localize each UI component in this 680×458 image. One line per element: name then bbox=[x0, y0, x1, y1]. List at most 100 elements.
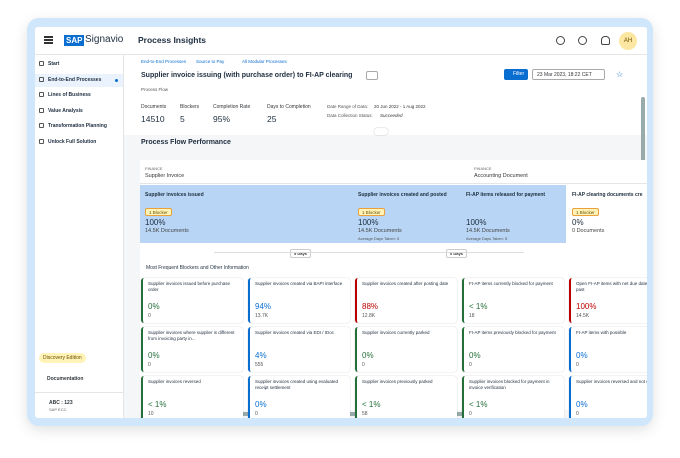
blocker-card[interactable]: Supplier invoices created via EDI / IDoc… bbox=[248, 327, 350, 372]
card-count: 12.8K bbox=[362, 313, 376, 319]
card-percent: 0% bbox=[576, 351, 588, 360]
app-title: Process Insights bbox=[138, 35, 207, 45]
blocker-tag: 1 Blocker bbox=[572, 208, 599, 216]
nav-icon bbox=[39, 138, 44, 144]
nav-label: Transformation Planning bbox=[48, 123, 107, 129]
collapse-toggle[interactable] bbox=[374, 128, 388, 135]
card-count: 0 bbox=[576, 362, 579, 368]
edition-badge: Discovery Edition bbox=[39, 353, 86, 363]
blocker-card[interactable]: Supplier invoices previously parked < 1% 5… bbox=[355, 376, 457, 418]
stat-label: Completion Rate bbox=[213, 104, 251, 110]
flow-band bbox=[140, 185, 566, 243]
sidebar: Start End-to-End Processes Lines of Busine… bbox=[35, 55, 124, 418]
card-percent: 0% bbox=[576, 400, 588, 409]
column-area: FINANCE bbox=[145, 166, 163, 171]
card-count: 0 bbox=[576, 411, 579, 417]
card-text: Supplier invoices issued before purchase… bbox=[148, 281, 231, 292]
step-average: Average Days Taken: 5 bbox=[466, 236, 508, 241]
blocker-card[interactable]: FI-AP items with possible 0% 0 bbox=[569, 327, 647, 372]
card-percent: 4% bbox=[255, 351, 267, 360]
stat-label: Blockers bbox=[180, 104, 200, 110]
card-text: Supplier invoices created using evaluate… bbox=[255, 379, 339, 390]
nav-item[interactable]: Value Analysis bbox=[35, 105, 123, 118]
nav-item[interactable]: Unlock Full Solution bbox=[35, 136, 123, 149]
stat-label: Days to Completion bbox=[267, 104, 311, 110]
card-text: Supplier invoices reversed and not clear… bbox=[576, 379, 647, 384]
card-percent: 0% bbox=[469, 351, 481, 360]
card-percent: < 1% bbox=[362, 400, 381, 409]
nav-icon bbox=[39, 123, 44, 129]
nav-icon bbox=[39, 76, 44, 82]
card-count: 18 bbox=[469, 313, 475, 319]
favorite-star[interactable]: ☆ bbox=[616, 70, 624, 79]
card-text: FI-AP items with possible bbox=[576, 330, 627, 335]
stat-value: 14510 bbox=[141, 114, 165, 124]
blocker-card[interactable]: Supplier invoices created via BAPI inter… bbox=[248, 278, 350, 323]
column-name: Supplier Invoice bbox=[145, 173, 185, 179]
step-documents: 14.5K Documents bbox=[145, 228, 189, 234]
nav-item[interactable]: Lines of Business bbox=[35, 89, 123, 102]
header-panel bbox=[124, 55, 647, 135]
logo-text: Signavio bbox=[85, 34, 124, 45]
blocker-card[interactable]: Supplier invoices currently parked 0% 0 bbox=[355, 327, 457, 372]
step-documents: 0 Documents bbox=[572, 228, 605, 234]
avatar[interactable]: AH bbox=[619, 32, 637, 50]
nav-label: Unlock Full Solution bbox=[48, 138, 97, 145]
card-count: 0 bbox=[148, 362, 151, 368]
card-percent: < 1% bbox=[469, 400, 488, 409]
range-label: Date Range of Data: bbox=[327, 104, 369, 109]
stat-value: 25 bbox=[267, 114, 277, 124]
filter-button[interactable]: Filter bbox=[504, 69, 528, 80]
blocker-card[interactable]: FI-AP items currently blocked for paymen… bbox=[462, 278, 564, 323]
connector-label: 0 Days bbox=[446, 249, 467, 258]
card-percent: < 1% bbox=[469, 302, 488, 311]
card-count: 13.7K bbox=[255, 313, 269, 319]
blocker-card[interactable]: Supplier invoices issued before purchase… bbox=[141, 278, 243, 323]
system-type: SAP ECC bbox=[49, 407, 67, 412]
card-percent: 0% bbox=[148, 302, 160, 311]
blocker-card[interactable]: Open FI-AP items with net due date in th… bbox=[569, 278, 647, 323]
documentation-link: Documentation bbox=[47, 376, 84, 382]
blocker-card[interactable]: Supplier invoices created using evaluate… bbox=[248, 376, 350, 418]
card-count: 0 bbox=[148, 313, 151, 319]
status-label: Data Collection Status: bbox=[327, 113, 373, 118]
column-name: Accounting Document bbox=[474, 173, 528, 179]
card-text: Supplier invoices blocked for payment in… bbox=[469, 379, 550, 390]
nav-item[interactable]: Start bbox=[35, 58, 123, 71]
blocker-card[interactable]: Supplier invoices where supplier is diff… bbox=[141, 327, 243, 372]
page-title: Supplier invoice issuing (with purchase … bbox=[141, 72, 353, 79]
card-count: 10 bbox=[148, 411, 154, 417]
card-text: Supplier invoices where supplier is diff… bbox=[148, 330, 235, 341]
date-picker[interactable]: 23 Mar 2023, 18:22 CET bbox=[532, 69, 605, 80]
blocker-card[interactable]: Supplier invoices reversed < 1% 10 bbox=[141, 376, 243, 418]
support-icon[interactable] bbox=[601, 36, 610, 45]
step-name: Supplier invoices issued bbox=[145, 192, 204, 198]
card-count: 0 bbox=[362, 362, 365, 368]
blocker-card[interactable]: Supplier invoices blocked for payment in… bbox=[462, 376, 564, 418]
nav-item[interactable]: End-to-End Processes bbox=[35, 73, 123, 87]
card-text: Supplier invoices created via BAPI inter… bbox=[255, 281, 343, 286]
help-icon[interactable] bbox=[556, 36, 565, 45]
nav-label: Value Analysis bbox=[48, 107, 83, 114]
card-text: FI-AP items currently blocked for paymen… bbox=[469, 281, 553, 286]
card-text: Supplier invoices created after posting … bbox=[362, 281, 449, 286]
settings-icon[interactable] bbox=[578, 36, 587, 45]
nav-item[interactable]: Transformation Planning bbox=[35, 120, 123, 133]
nav-icon bbox=[39, 107, 44, 113]
breadcrumb: All Modular Processes bbox=[242, 59, 287, 64]
connector-line bbox=[214, 252, 524, 253]
divider bbox=[35, 392, 123, 393]
blocker-card[interactable]: Supplier invoices created after posting … bbox=[355, 278, 457, 323]
nav-label: End-to-End Processes bbox=[48, 76, 102, 83]
step-percent: 100% bbox=[145, 218, 166, 227]
connector-label: 5 Days bbox=[290, 249, 311, 258]
range-value: 20 Jun 2022 - 1 Aug 2022 bbox=[374, 104, 426, 109]
blocker-card[interactable]: Supplier invoices reversed and not clear… bbox=[569, 376, 647, 418]
nav-icon bbox=[39, 92, 44, 98]
card-count: 0 bbox=[469, 411, 472, 417]
card-percent: 0% bbox=[148, 351, 160, 360]
menu-button[interactable] bbox=[44, 36, 53, 38]
step-percent: 100% bbox=[466, 218, 487, 227]
blocker-card[interactable]: FI-AP items previously blocked for payme… bbox=[462, 327, 564, 372]
card-text: Supplier invoices currently parked bbox=[362, 330, 430, 335]
